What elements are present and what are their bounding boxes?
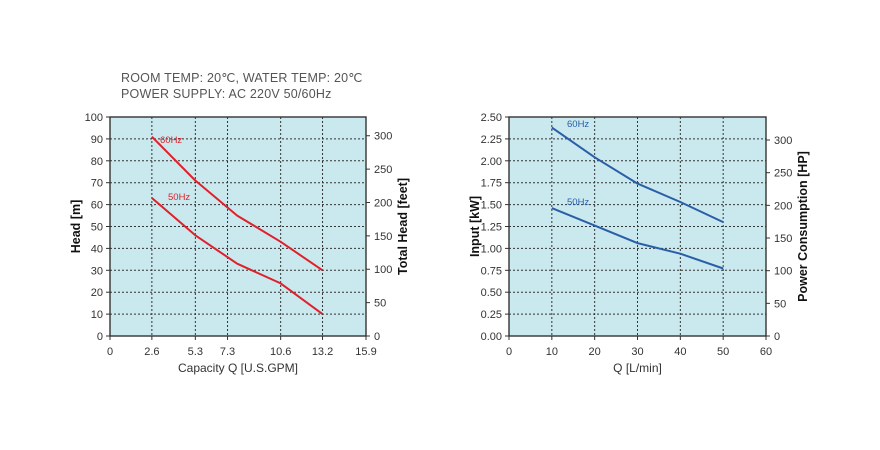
y2-tick-label: 150	[774, 233, 792, 245]
series-line-60hz	[151, 135, 324, 272]
y2-tick-label: 0	[774, 331, 780, 343]
y2-axis-title: Total Head [feet]	[396, 178, 410, 275]
chart-2: 0.00 0.25 0.50 0.75 1.00 1.25 1.50 1.75 2.00 2.25…	[468, 112, 810, 375]
y2-tick-label: 100	[374, 264, 392, 276]
y-tick-label: 0.75	[481, 265, 502, 277]
y-tick-label: 0.50	[481, 287, 502, 299]
y-axis-title: Input [kW]	[468, 196, 482, 257]
y-tick-label: 1.75	[481, 178, 502, 190]
y-tick-label: 0.25	[481, 309, 502, 321]
x-tick-label: 15.9	[355, 346, 376, 358]
y-tick-label: 0.00	[481, 331, 502, 343]
y-tick-label: 2.25	[481, 134, 502, 146]
series-label-60hz: 60Hz	[567, 119, 589, 130]
y2-tick-label: 300	[374, 131, 392, 143]
x-tick-label: 10	[546, 346, 558, 358]
y-tick-label: 40	[91, 243, 103, 255]
series-line-50hz	[151, 197, 324, 315]
x-tick-label: 50	[717, 346, 729, 358]
x-tick-label: 2.6	[144, 346, 159, 358]
y2-tick-label: 50	[374, 298, 386, 310]
y2-tick-label: 250	[374, 164, 392, 176]
x-axis-title: Capacity Q [U.S.GPM]	[178, 361, 298, 375]
y-tick-label: 80	[91, 156, 103, 168]
y-tick-label: 0	[97, 331, 103, 343]
x-axis-title: Q [L/min]	[613, 361, 662, 375]
y2-tick-label: 50	[774, 298, 786, 310]
y-tick-label: 1.25	[481, 222, 502, 234]
y2-tick-label: 150	[374, 231, 392, 243]
y2-tick-label: 200	[374, 197, 392, 209]
x-tick-label: 30	[631, 346, 643, 358]
y2-axis-title: Power Consumption [HP]	[796, 151, 810, 302]
y-axis-title: Head [m]	[69, 200, 83, 253]
y-tick-label: 1.50	[481, 200, 502, 212]
y2-tick-label: 250	[774, 168, 792, 180]
y-tick-label: 60	[91, 200, 103, 212]
y-tick-label: 2.00	[481, 156, 502, 168]
y-tick-label: 2.50	[481, 112, 502, 124]
x-tick-label: 0	[506, 346, 512, 358]
series-label-60hz: 60Hz	[160, 135, 182, 146]
test-conditions-note: ROOM TEMP: 20℃, WATER TEMP: 20℃	[121, 71, 363, 85]
x-tick-label: 20	[589, 346, 601, 358]
chart-1: 0 10 20 30 40 50 60 70 80 90 100 0 2.6 5.3 7.3 10.6 13.2…	[69, 112, 410, 375]
x-tick-label: 10.6	[270, 346, 291, 358]
series-label-50hz: 50Hz	[567, 197, 589, 208]
y2-tick-label: 100	[774, 266, 792, 278]
y2-tick-label: 0	[374, 331, 380, 343]
series-line-50hz	[551, 207, 724, 270]
series-label-50hz: 50Hz	[168, 192, 190, 203]
y-tick-label: 1.00	[481, 243, 502, 255]
y-tick-label: 20	[91, 287, 103, 299]
y-tick-label: 70	[91, 178, 103, 190]
y-tick-label: 90	[91, 134, 103, 146]
y-tick-label: 10	[91, 309, 103, 321]
y-tick-label: 100	[85, 112, 103, 124]
y2-tick-label: 200	[774, 200, 792, 212]
x-tick-label: 60	[760, 346, 772, 358]
series-line-60hz	[551, 126, 724, 224]
x-tick-label: 7.3	[220, 346, 235, 358]
y2-tick-label: 300	[774, 135, 792, 147]
x-tick-label: 5.3	[188, 346, 203, 358]
x-tick-label: 0	[107, 346, 113, 358]
x-tick-label: 13.2	[312, 346, 333, 358]
y-tick-label: 50	[91, 222, 103, 234]
x-tick-label: 40	[674, 346, 686, 358]
y-tick-label: 30	[91, 265, 103, 277]
power-supply-note: POWER SUPPLY: AC 220V 50/60Hz	[121, 87, 332, 101]
